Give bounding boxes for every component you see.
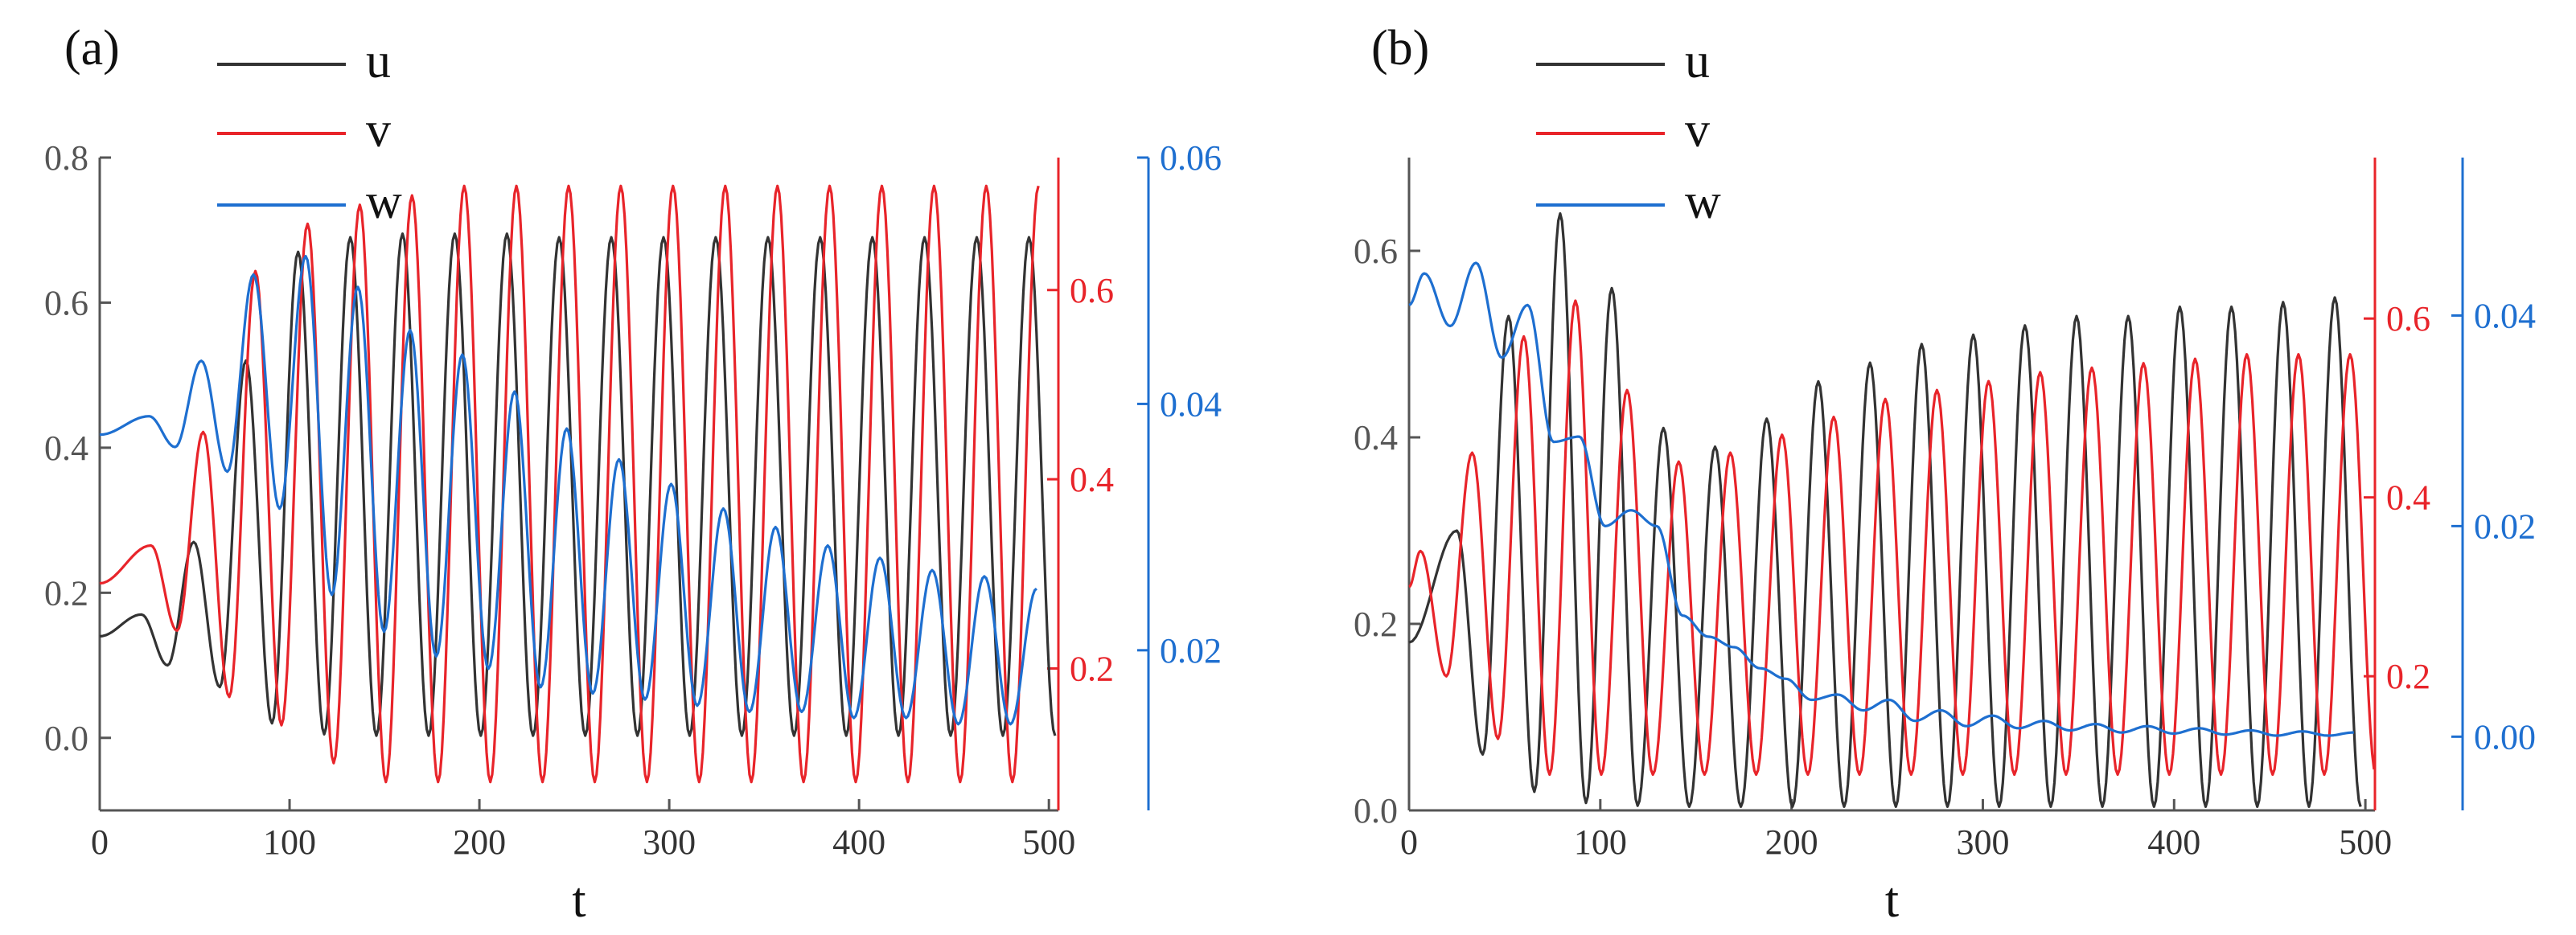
panel-label: (b) xyxy=(1371,21,1429,76)
legend-label-u: u xyxy=(1685,34,1710,88)
x-tick-label: 200 xyxy=(1765,822,1818,862)
y-tick-label-u: 0.8 xyxy=(44,138,88,178)
x-tick-label: 100 xyxy=(263,822,316,862)
panel-a: (a) 0 100 200 300 400 500 t 0.0 0.2 0.4 0.6 0.8 0.2 0.… xyxy=(44,21,1222,928)
x-tick-label: 100 xyxy=(1574,822,1627,862)
legend-label-v: v xyxy=(366,103,391,158)
y-tick-label-w: 0.02 xyxy=(1160,631,1222,670)
series-line-w xyxy=(99,255,1037,726)
x-tick-label: 0 xyxy=(91,822,109,862)
y-tick-label-u: 0.6 xyxy=(44,283,88,322)
y-tick-label-w: 0.00 xyxy=(2474,717,2536,757)
panel-label: (a) xyxy=(64,21,120,76)
y-tick-label-v: 0.6 xyxy=(1070,271,1114,310)
series-line-v xyxy=(1408,299,2376,777)
y-tick-label-v: 0.4 xyxy=(2386,478,2430,518)
series-line-v xyxy=(99,184,1040,784)
legend-label-w: w xyxy=(366,174,402,229)
y-tick-label-u: 0.0 xyxy=(1354,791,1398,830)
x-axis-label: t xyxy=(1885,873,1899,928)
x-tick-label: 400 xyxy=(2147,822,2200,862)
x-tick-label: 500 xyxy=(1022,822,1075,862)
y-tick-label-w: 0.02 xyxy=(2474,506,2536,546)
y-tick-label-u: 0.2 xyxy=(1354,605,1398,644)
x-tick-label: 300 xyxy=(643,822,696,862)
y-tick-label-u: 0.6 xyxy=(1354,232,1398,271)
y-tick-label-w: 0.06 xyxy=(1160,138,1222,178)
panel-b: (b) 0 100 200 300 400 500 t 0.0 0.2 0.4 0.6 0.2 0.4 0.… xyxy=(1354,21,2536,928)
y-tick-label-v: 0.2 xyxy=(1070,649,1114,688)
x-tick-label: 400 xyxy=(832,822,885,862)
series-line-u xyxy=(1408,212,2362,808)
x-tick-label: 200 xyxy=(453,822,506,862)
y-tick-label-w: 0.04 xyxy=(1160,384,1222,424)
y-tick-label-u: 0.4 xyxy=(44,429,88,468)
series-line-u xyxy=(99,232,1057,737)
legend-label-v: v xyxy=(1685,103,1710,158)
legend-label-w: w xyxy=(1685,174,1721,229)
x-tick-label: 500 xyxy=(2339,822,2392,862)
x-axis-label: t xyxy=(572,873,585,928)
y-tick-label-v: 0.6 xyxy=(2386,299,2430,338)
x-tick-label: 0 xyxy=(1400,822,1418,862)
y-tick-label-u: 0.4 xyxy=(1354,418,1398,457)
x-tick-label: 300 xyxy=(1956,822,2009,862)
y-tick-label-w: 0.04 xyxy=(2474,296,2536,335)
series-line-w xyxy=(1408,261,2354,737)
y-tick-label-v: 0.4 xyxy=(1070,460,1114,499)
y-tick-label-v: 0.2 xyxy=(2386,657,2430,696)
legend-label-u: u xyxy=(366,34,391,88)
y-tick-label-u: 0.0 xyxy=(44,719,88,758)
y-tick-label-u: 0.2 xyxy=(44,573,88,613)
